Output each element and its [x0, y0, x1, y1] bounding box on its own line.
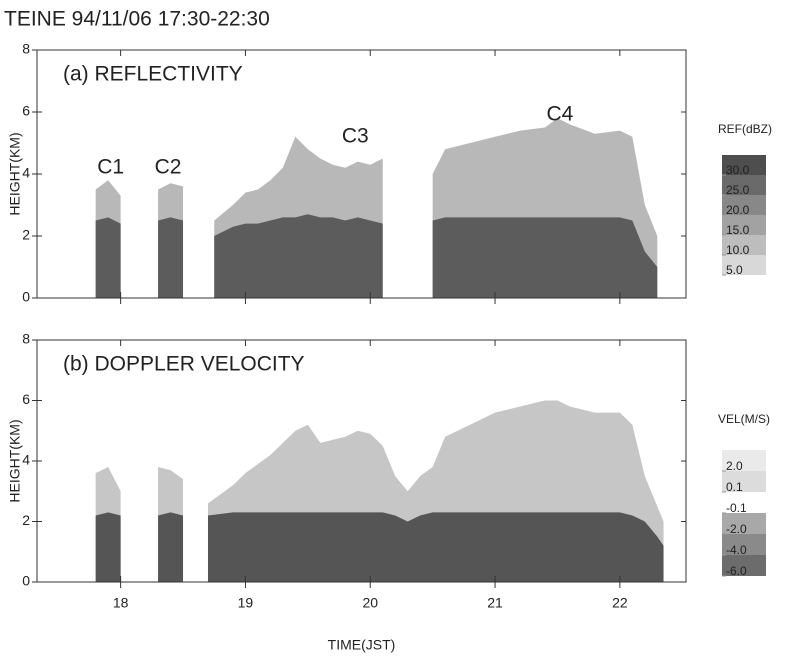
colorbar-band	[722, 235, 766, 255]
y-tick-label: 8	[22, 41, 30, 57]
colorbar-band	[722, 175, 766, 195]
echo-area	[158, 512, 184, 582]
y-axis-label: HEIGHT(KM)	[7, 419, 23, 502]
y-tick-label: 4	[22, 452, 30, 468]
cell-label: C2	[155, 155, 182, 178]
x-tick-label: 20	[362, 595, 378, 611]
colorbar-band	[722, 492, 766, 513]
y-tick-label: 6	[22, 391, 30, 407]
colorbar-band	[722, 471, 766, 492]
colorbar-band	[722, 155, 766, 175]
panel-label: (a) REFLECTIVITY	[63, 63, 243, 86]
colorbar-label: -2.0	[726, 522, 747, 536]
colorbar-label: -6.0	[726, 564, 747, 578]
colorbar-label: -0.1	[726, 501, 747, 515]
y-tick-label: 8	[22, 331, 30, 347]
cell-label: C4	[547, 103, 574, 126]
x-tick-label: 22	[612, 595, 628, 611]
echo-area	[95, 217, 121, 298]
x-tick-label: 21	[487, 595, 503, 611]
x-tick-label: 19	[238, 595, 254, 611]
y-tick-label: 2	[22, 512, 30, 528]
colorbar-label: 20.0	[726, 203, 750, 217]
x-tick-label: 18	[113, 595, 129, 611]
colorbar-label: 5.0	[726, 263, 743, 277]
colorbar-label: 15.0	[726, 223, 750, 237]
y-tick-label: 2	[22, 227, 30, 243]
y-axis-label: HEIGHT(KM)	[7, 132, 23, 215]
colorbar-title: VEL(M/S)	[718, 412, 770, 426]
echo-area	[207, 512, 664, 582]
colorbar-band	[722, 255, 766, 275]
cell-label: C3	[342, 124, 369, 147]
colorbar-band	[722, 534, 766, 555]
echo-area	[214, 214, 383, 298]
colorbar-title: REF(dBZ)	[718, 122, 772, 136]
colorbar-label: 0.1	[726, 480, 743, 494]
colorbar-label: 10.0	[726, 243, 750, 257]
colorbar-band	[722, 555, 766, 576]
x-axis-label: TIME(JST)	[328, 637, 396, 653]
echo-area	[432, 217, 658, 298]
echo-area	[95, 512, 121, 582]
figure-title: TEINE 94/11/06 17:30-22:30	[4, 8, 270, 31]
y-tick-label: 0	[22, 289, 30, 305]
colorbar-band	[722, 513, 766, 534]
colorbar-label: -4.0	[726, 543, 747, 557]
cell-label: C1	[97, 155, 124, 178]
echo-area	[158, 217, 184, 298]
y-tick-label: 6	[22, 103, 30, 119]
colorbar-label: 30.0	[726, 163, 750, 177]
colorbar-band	[722, 450, 766, 471]
panel-label: (b) DOPPLER VELOCITY	[63, 353, 305, 376]
colorbar-band	[722, 195, 766, 215]
y-tick-label: 0	[22, 573, 30, 589]
colorbar-band	[722, 215, 766, 235]
colorbar-label: 2.0	[726, 459, 743, 473]
colorbar-label: 25.0	[726, 183, 750, 197]
y-tick-label: 4	[22, 165, 30, 181]
